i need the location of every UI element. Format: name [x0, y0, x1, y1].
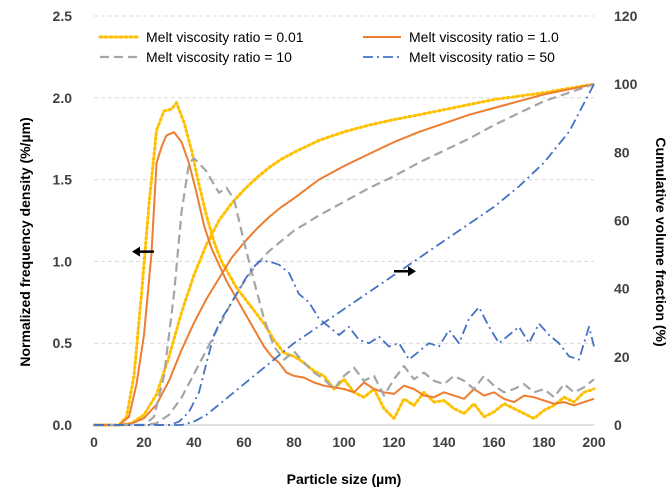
series-3-cumulative-line — [94, 83, 595, 426]
y-tick-label: 0.0 — [53, 417, 73, 433]
series-0-density-line — [92, 101, 596, 427]
series-1-cumulative-line — [94, 83, 595, 426]
legend-item: Melt viscosity ratio = 10 — [100, 49, 292, 65]
legend-label: Melt viscosity ratio = 10 — [146, 49, 292, 65]
y2-tick-label: 20 — [614, 349, 630, 365]
left-arrow-icon — [132, 246, 154, 257]
x-tick-label: 200 — [582, 434, 606, 450]
series-0-cumulative-line — [92, 82, 596, 427]
series-2-cumulative-line — [94, 83, 595, 427]
x-tick-label: 140 — [432, 434, 456, 450]
gridlines — [94, 15, 594, 344]
y-tick-label: 2.0 — [53, 90, 73, 106]
x-tick-label: 80 — [286, 434, 302, 450]
y2-tick-label: 0 — [614, 417, 622, 433]
series-1-density-line — [94, 131, 595, 426]
axis-arrows — [132, 246, 416, 277]
x-tick-label: 180 — [532, 434, 556, 450]
legend-item: Melt viscosity ratio = 1.0 — [363, 29, 559, 45]
x-tick-label: 40 — [186, 434, 202, 450]
y2-tick-label: 60 — [614, 213, 630, 229]
y2-axis-title: Cumulative volume fraction (%) — [653, 137, 667, 346]
tick-labels: 0 20 40 60 80 100 120 140 160 180 2000.00.51.01.52… — [53, 8, 638, 450]
y2-tick-label: 40 — [614, 281, 630, 297]
y2-tick-label: 80 — [614, 144, 630, 160]
x-tick-label: 0 — [90, 434, 98, 450]
y-tick-label: 1.5 — [53, 172, 73, 188]
legend-label: Melt viscosity ratio = 50 — [409, 49, 555, 65]
legend: Melt viscosity ratio = 0.01 Melt viscosit… — [98, 29, 559, 65]
y2-tick-label: 120 — [614, 8, 638, 24]
y-tick-label: 2.5 — [53, 8, 73, 24]
legend-label: Melt viscosity ratio = 0.01 — [146, 29, 304, 45]
series-3-density-line — [94, 260, 595, 426]
x-tick-label: 120 — [382, 434, 406, 450]
legend-label: Melt viscosity ratio = 1.0 — [409, 29, 559, 45]
arrow-head — [132, 246, 140, 257]
legend-item: Melt viscosity ratio = 50 — [363, 49, 555, 65]
arrow-head — [408, 266, 416, 277]
series-2-density-line — [94, 157, 595, 427]
x-axis-title: Particle size (µm) — [287, 471, 402, 487]
y2-tick-label: 100 — [614, 76, 638, 92]
y-tick-label: 0.5 — [53, 335, 73, 351]
x-tick-label: 20 — [136, 434, 152, 450]
x-tick-label: 100 — [332, 434, 356, 450]
right-arrow-icon — [394, 266, 416, 277]
x-tick-label: 160 — [482, 434, 506, 450]
series-lines — [92, 82, 596, 427]
x-tick-label: 60 — [236, 434, 252, 450]
legend-item: Melt viscosity ratio = 0.01 — [98, 29, 304, 45]
y-axis-title: Normalized frequency density (%/µm) — [17, 117, 33, 366]
y-tick-label: 1.0 — [53, 253, 73, 269]
